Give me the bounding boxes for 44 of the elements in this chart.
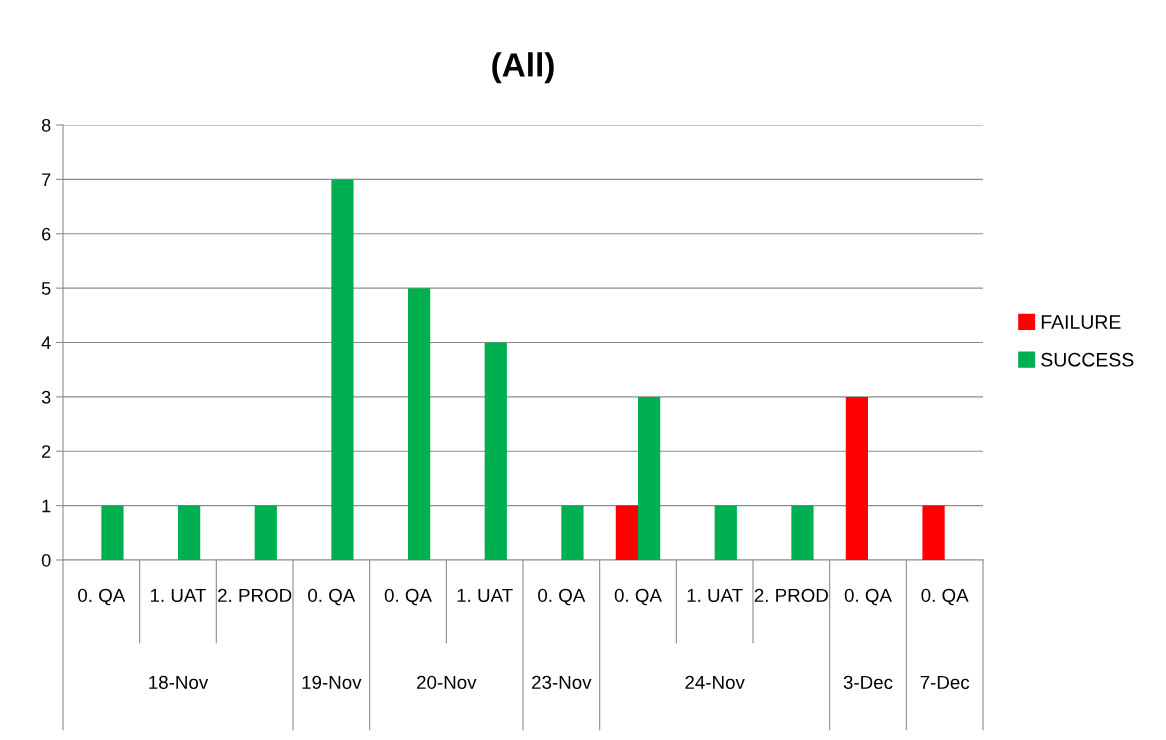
text: 19-Nov (302, 675, 362, 690)
text: 3-Dec (843, 675, 893, 690)
x-tick-label: 0. QA (844, 588, 892, 606)
legend-label: SUCCESS (1041, 352, 1134, 367)
bar (101, 505, 124, 560)
bar (791, 505, 814, 560)
bar (484, 342, 507, 560)
bar (615, 505, 638, 560)
text: 18-Nov (149, 675, 209, 690)
bar (178, 505, 201, 560)
y-tick-label: 3 (41, 390, 51, 404)
legend-label: FAILURE (1041, 315, 1121, 329)
y-tick-label: 0 (41, 553, 51, 567)
y-tick-label: 2 (42, 445, 51, 458)
y-tick-label: 1 (42, 499, 51, 513)
bar (331, 179, 354, 560)
text: 7-Dec (920, 675, 970, 690)
x-tick-label: 2. PROD (754, 588, 828, 603)
x-tick-label: 0. QA (614, 588, 662, 606)
bar (638, 396, 661, 560)
y-tick-label: 5 (41, 282, 51, 295)
bar (845, 396, 868, 560)
x-tick-label: 1. UAT (687, 588, 743, 603)
bar (714, 505, 737, 560)
y-tick-label: 7 (42, 173, 51, 186)
x-tick-label: 0. QA (78, 588, 126, 606)
text: 24-Nov (685, 675, 745, 690)
x-tick-label: 0. QA (538, 588, 586, 606)
text: 23-Nov (532, 675, 592, 690)
x-tick-label: 2. PROD (218, 588, 292, 603)
x-tick-label: 1. UAT (150, 588, 207, 603)
y-tick-label: 4 (41, 336, 51, 350)
y-tick-label: 8 (41, 118, 51, 132)
bar (922, 505, 945, 560)
x-tick-label: 1. UAT (457, 588, 513, 603)
bar (561, 505, 584, 560)
bar (254, 505, 277, 560)
x-tick-label: 0. QA (308, 588, 356, 606)
x-tick-label: 0. QA (921, 588, 969, 606)
text: 20-Nov (417, 675, 477, 690)
bar (408, 288, 431, 560)
chart-title: (All) (492, 52, 554, 84)
y-tick-label: 6 (42, 227, 51, 241)
x-tick-label: 0. QA (384, 588, 432, 606)
